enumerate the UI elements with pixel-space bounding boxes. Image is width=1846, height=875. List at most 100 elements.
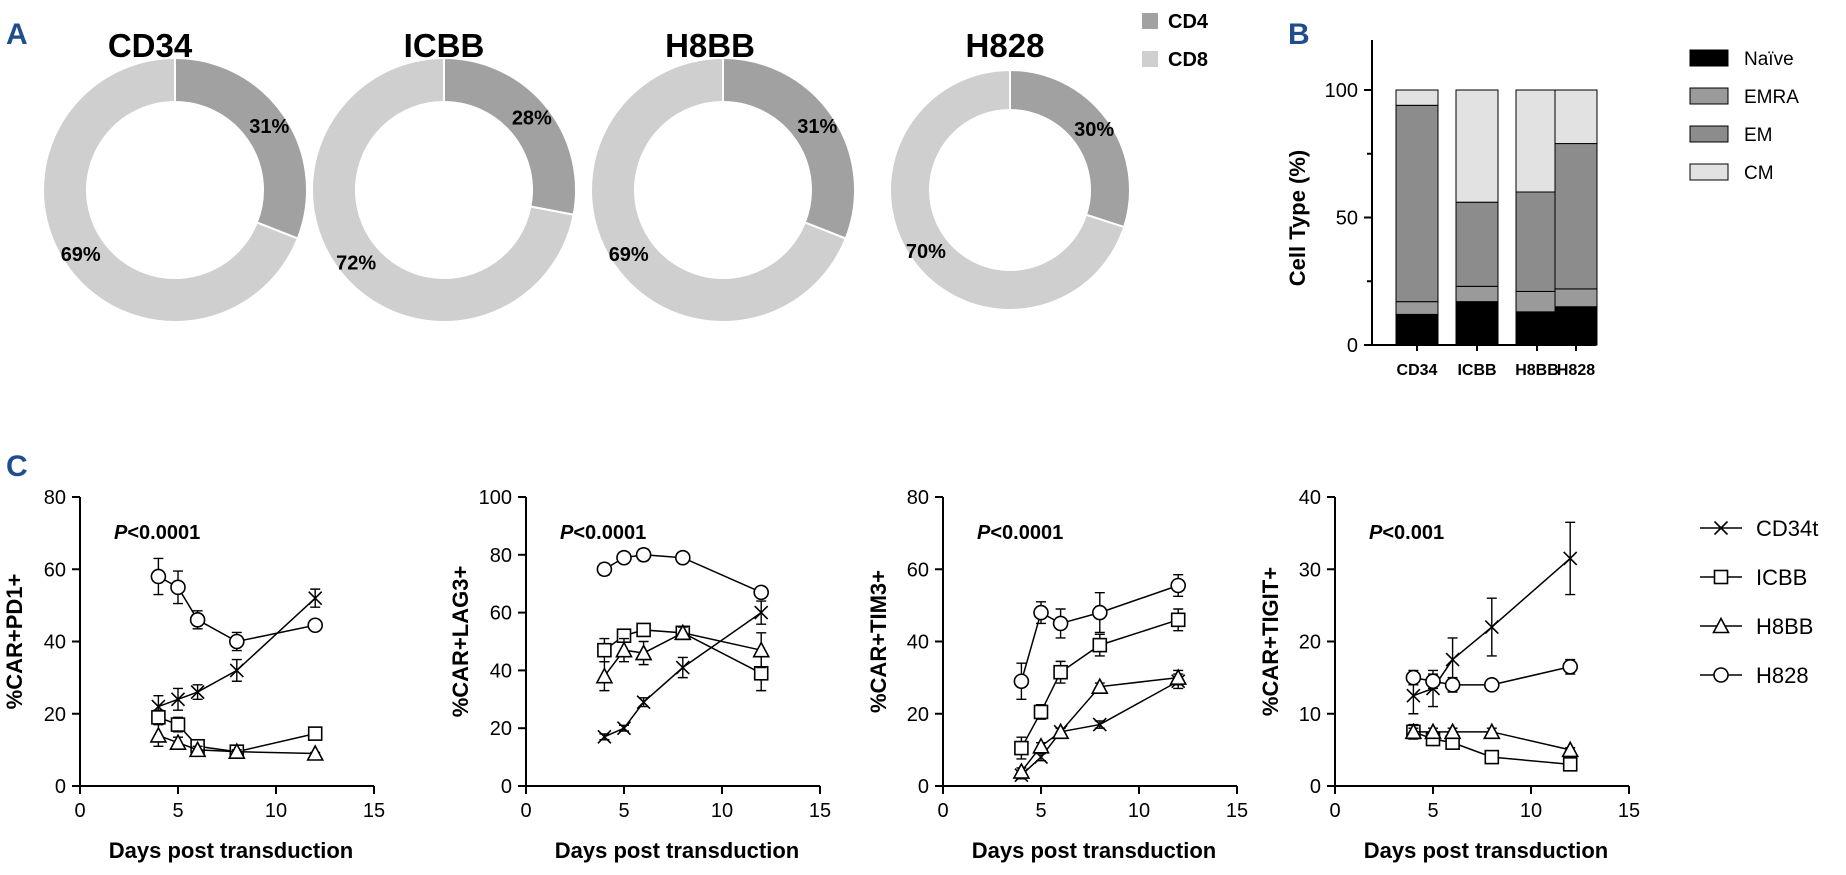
x-tick-label: 15	[1618, 800, 1640, 822]
donut-slice-cd4	[722, 56, 856, 240]
donut-slice-label: 30%	[1074, 119, 1114, 141]
data-point	[1445, 652, 1460, 667]
y-tick-label: 0	[55, 776, 66, 798]
data-point	[229, 663, 244, 678]
panel-a-donut-charts: CD3431%69%ICBB28%72%H8BB31%69%H82830%70%…	[42, 11, 1209, 323]
panel-c-line-charts: 0 20 40 60 80 0 5 10 15 Days post transduction %CA…	[2, 487, 1818, 863]
data-point	[149, 726, 168, 743]
data-point	[1484, 619, 1499, 635]
data-point	[1090, 677, 1109, 694]
legend-marker-h828	[1713, 667, 1729, 683]
data-point	[151, 710, 166, 725]
p-value-text: <0.001	[1382, 522, 1444, 544]
series-cd34t	[151, 588, 323, 719]
panel-label-a: A	[6, 18, 28, 51]
x-tick-label: 15	[1226, 800, 1248, 822]
data-point	[635, 546, 652, 563]
data-point	[1170, 612, 1186, 628]
donut-slice-label: 69%	[609, 244, 649, 266]
legend-label-cm: CM	[1744, 163, 1774, 184]
donut-slice-cd8	[311, 56, 575, 323]
x-axis-title: Days post transduction	[972, 838, 1216, 863]
data-point	[227, 742, 246, 759]
p-value-text: <0.0001	[573, 522, 646, 544]
y-axis-title: %CAR+LAG3+	[448, 566, 473, 718]
data-point	[595, 666, 614, 684]
data-point	[1051, 722, 1070, 740]
bar-segment-naive	[1554, 306, 1598, 346]
data-point	[597, 729, 612, 744]
series-line	[158, 597, 316, 708]
bar-segment-naive	[1515, 311, 1559, 346]
y-axis-title: Cell Type (%)	[1285, 150, 1310, 287]
legend-swatch-cd8	[1142, 51, 1158, 67]
data-point	[1033, 604, 1049, 621]
data-point	[674, 549, 691, 566]
data-point	[636, 622, 651, 638]
legend-marker-cd34t	[1713, 520, 1729, 536]
donut-title: H828	[966, 27, 1045, 64]
data-point	[673, 623, 692, 641]
x-axis-title: Days post transduction	[1364, 838, 1608, 863]
y-tick-label: 0	[1310, 776, 1321, 798]
data-point	[1484, 677, 1500, 693]
data-point	[1406, 688, 1421, 703]
y-tick-label: 40	[490, 660, 512, 682]
series-cd34t	[1406, 521, 1578, 715]
y-tick-label: 30	[1299, 559, 1321, 581]
series-h8bb	[1404, 722, 1580, 758]
bar-segment-cm	[1554, 89, 1598, 145]
legend-swatch-naive	[1689, 49, 1729, 67]
x-tick-label: 5	[618, 800, 629, 822]
donut-slice-label: 31%	[249, 116, 289, 138]
bar-segment-emra	[1554, 288, 1598, 308]
data-point	[1482, 722, 1501, 740]
donut-slice-label: 70%	[906, 241, 946, 263]
legend-label-em: EM	[1744, 125, 1773, 146]
data-point	[752, 640, 771, 658]
data-point	[1033, 704, 1049, 720]
x-tick-label: 5	[1427, 800, 1438, 822]
legend-label-cd8: CD8	[1168, 49, 1208, 71]
bar-segment-cm	[1395, 89, 1439, 106]
data-point	[1013, 673, 1030, 690]
series-h8bb	[1012, 668, 1188, 779]
legend-label-h828: H828	[1756, 663, 1809, 688]
x-tick-label: 10	[1520, 800, 1542, 822]
line-chart-carpd1: 0 20 40 60 80 0 5 10 15 Days post transduction %CA…	[2, 487, 385, 863]
y-tick-label: 80	[907, 487, 929, 509]
data-point	[1443, 722, 1462, 740]
line-chart-cartim3: 0 20 40 60 80 0 5 10 15 Days post transduction %CA…	[866, 487, 1248, 863]
y-tick-label: 60	[490, 603, 512, 625]
y-tick-label: 100	[1325, 80, 1358, 102]
p-value-symbol: P	[1369, 522, 1383, 544]
y-tick-label: 40	[1299, 487, 1321, 509]
donut-slice-cd4	[1009, 68, 1131, 229]
y-tick-label: 20	[1299, 632, 1321, 654]
legend-swatch-cm	[1689, 163, 1729, 181]
data-point	[1484, 749, 1500, 765]
donut-slice-cd8	[42, 56, 300, 323]
data-point	[1053, 664, 1068, 680]
p-value-label: P<0.0001	[977, 522, 1063, 544]
series-icbb	[1014, 608, 1186, 760]
donut-slice-label: 72%	[336, 253, 376, 275]
data-point	[596, 561, 613, 578]
y-tick-label: 60	[907, 559, 929, 581]
y-tick-label: 10	[1299, 704, 1321, 726]
data-point	[1561, 740, 1580, 758]
series-h828	[1405, 658, 1578, 693]
data-point	[1424, 722, 1442, 740]
data-point	[1014, 740, 1029, 756]
data-point	[675, 660, 690, 675]
donut-slice-label: 31%	[797, 116, 837, 138]
x-tick-label: 10	[1128, 800, 1150, 822]
data-point	[1170, 577, 1186, 594]
series-h828	[1013, 573, 1186, 700]
data-point	[616, 721, 632, 736]
data-point	[1052, 615, 1069, 632]
data-point	[1563, 551, 1578, 566]
